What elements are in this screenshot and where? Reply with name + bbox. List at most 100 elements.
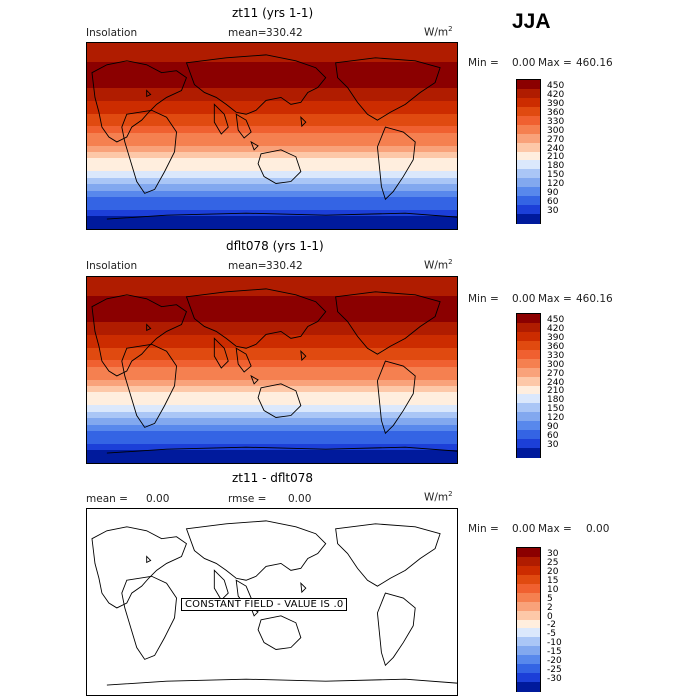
colorbar-tick-label: 5 (547, 593, 553, 604)
panel2-min-label: Min = (468, 293, 499, 305)
colorbar-swatch (517, 88, 540, 99)
colorbar-swatch (517, 394, 540, 404)
panel1-title: zt11 (yrs 1-1) (232, 6, 314, 20)
panel3-min-value: 0.00 (512, 523, 536, 535)
panel1-mean-value: 330.42 (266, 27, 303, 39)
colorbar-swatch (517, 160, 540, 170)
colorbar-tick-label: 390 (547, 332, 565, 343)
map-lat-band (87, 145, 457, 153)
map-lat-band (87, 203, 457, 211)
colorbar-swatch (517, 106, 540, 117)
panel3-mean-value: 0.00 (146, 493, 170, 505)
colorbar-swatch (517, 196, 540, 206)
colorbar-tick-label: -5 (547, 629, 556, 640)
map-lat-band (87, 347, 457, 355)
colorbar-swatch (517, 556, 540, 567)
colorbar-swatch (517, 367, 540, 378)
colorbar-tick-label: 10 (547, 584, 559, 595)
panel2-field-label: Insolation (86, 260, 138, 272)
map-lat-band (87, 450, 457, 458)
map-lat-band (87, 418, 457, 426)
map-lat-band (87, 75, 457, 83)
colorbar-swatch (517, 655, 540, 665)
colorbar-tick-label: 15 (547, 575, 559, 586)
panel2-max-label: Max = (538, 293, 572, 305)
colorbar-tick-label: 420 (547, 89, 565, 100)
map-lat-band (87, 184, 457, 192)
colorbar-swatch (517, 124, 540, 135)
map-lat-band (87, 296, 457, 304)
map-lat-band (87, 132, 457, 140)
panel1-max-label: Max = (538, 57, 572, 69)
colorbar-tick-label: 150 (547, 170, 565, 181)
colorbar-swatch (517, 592, 540, 603)
colorbar-tick-label: 240 (547, 377, 565, 388)
colorbar-tick-label: 60 (547, 431, 559, 442)
map-lat-band (87, 216, 457, 224)
panel2-title: dflt078 (yrs 1-1) (226, 239, 324, 253)
map-lat-band (87, 49, 457, 57)
panel1-min-value: 0.00 (512, 57, 536, 69)
panel1-mean-label: mean= (228, 27, 267, 39)
map-lat-band (87, 126, 457, 134)
map-lat-band (87, 43, 457, 50)
map-lat-band (87, 456, 457, 463)
colorbar-tick-label: 180 (547, 395, 565, 406)
colorbar-swatch (517, 403, 540, 413)
colorbar-swatch (517, 169, 540, 179)
map-lat-band (87, 119, 457, 127)
season-label: JJA (512, 10, 551, 33)
map-lat-band (87, 392, 457, 400)
map-lat-band (87, 94, 457, 102)
colorbar-swatch (517, 340, 540, 351)
colorbar-swatch (517, 376, 540, 386)
colorbar-swatch (517, 448, 540, 458)
map-lat-band (87, 55, 457, 63)
map-lat-band (87, 62, 457, 70)
map-lat-band (87, 107, 457, 115)
panel3-max-value: 0.00 (586, 523, 610, 535)
colorbar-swatch (517, 151, 540, 161)
map-lat-band (87, 113, 457, 121)
colorbar-swatch (517, 682, 540, 692)
panel2-mean-label: mean= (228, 260, 267, 272)
colorbar-tick-label: 270 (547, 134, 565, 145)
colorbar-swatch (517, 331, 540, 342)
colorbar-swatch (517, 314, 540, 324)
map-lat-band (87, 158, 457, 166)
panel2-map (86, 276, 458, 464)
map-lat-band (87, 190, 457, 198)
colorbar-tick-label: -2 (547, 620, 556, 631)
coastline-overlay (91, 288, 457, 454)
colorbar-tick-label: -15 (547, 647, 562, 658)
colorbar-swatch (517, 673, 540, 683)
panel3-min-label: Min = (468, 523, 499, 535)
panel1-map (86, 42, 458, 230)
colorbar-tick-label: -30 (547, 674, 562, 685)
map-lat-band (87, 100, 457, 108)
colorbar-tick-label: -20 (547, 656, 562, 667)
colorbar-tick-label: 270 (547, 368, 565, 379)
map-lat-band (87, 81, 457, 89)
map-lat-band (87, 360, 457, 368)
panel2-unit: W/m2 (424, 258, 453, 272)
colorbar-swatch (517, 619, 540, 629)
panel1-max-value: 460.16 (576, 57, 613, 69)
colorbar-tick-label: 330 (547, 116, 565, 127)
colorbar-swatch (517, 574, 540, 585)
colorbar-swatch (517, 548, 540, 558)
map-lat-band (87, 87, 457, 95)
map-lat-band (87, 289, 457, 297)
panel1-field-label: Insolation (86, 27, 138, 39)
colorbar-tick-label: 180 (547, 161, 565, 172)
map-lat-band (87, 334, 457, 342)
colorbar-tick-label: 360 (547, 341, 565, 352)
panel3-rmse-label: rmse = (228, 493, 267, 505)
colorbar-tick-label: 420 (547, 323, 565, 334)
panel3-rmse-value: 0.00 (288, 493, 312, 505)
panel1-unit: W/m2 (424, 25, 453, 39)
colorbar-tick-label: 2 (547, 602, 553, 613)
panel1-colorbar (516, 79, 541, 224)
colorbar-swatch (517, 421, 540, 431)
map-lat-band (87, 353, 457, 361)
